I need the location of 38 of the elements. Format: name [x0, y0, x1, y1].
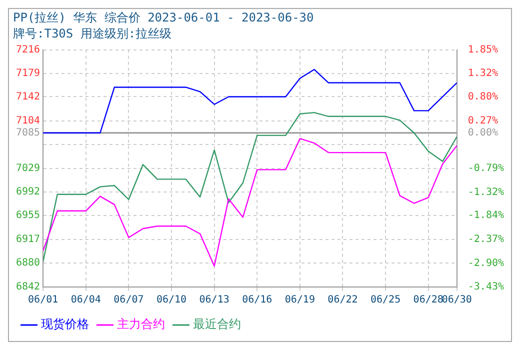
chart-title: PP(拉丝) 华东 综合价 2023-06-01 - 2023-06-30: [13, 10, 314, 24]
y-tick-label: 7142: [16, 91, 40, 102]
y-tick-label: 6880: [16, 257, 40, 268]
y2-tick-label: 0.80%: [468, 92, 498, 103]
y2-tick-label: 0.27%: [468, 115, 498, 126]
x-tick-label: 06/04: [70, 294, 101, 306]
x-tick-label: 06/22: [328, 294, 358, 306]
legend-label: 主力合约: [117, 317, 165, 332]
y-tick-label: 6842: [16, 282, 40, 293]
y2-tick-label: 1.32%: [468, 68, 498, 80]
y2-tick-label: -2.37%: [468, 234, 504, 245]
y2-tick-label: -0.79%: [468, 162, 504, 174]
y-tick-label: 7029: [16, 162, 40, 174]
y-tick-label: 7216: [16, 44, 40, 56]
y2-tick-label: -1.84%: [468, 210, 504, 222]
y-tick-label: 6992: [16, 186, 40, 198]
x-tick-label: 06/25: [370, 294, 401, 306]
x-tick-label: 06/16: [242, 294, 272, 306]
y-tick-label: 7179: [16, 68, 40, 80]
chart-subtitle: 牌号:T30S 用途级别:拉丝级: [13, 26, 172, 41]
y2-tick-label: -2.90%: [468, 258, 504, 269]
y2-tick-label: -3.43%: [468, 282, 504, 293]
legend-label: 最近合约: [193, 317, 241, 332]
x-tick-label: 06/07: [114, 294, 144, 306]
x-tick-label: 06/28: [413, 294, 444, 306]
x-tick-label: 06/30: [442, 294, 472, 306]
x-tick-label: 06/01: [28, 294, 58, 306]
y-tick-label: 7104: [16, 116, 40, 127]
x-tick-label: 06/19: [284, 294, 315, 306]
y-tick-label: 7085: [16, 127, 40, 138]
y2-tick-label: 0.00%: [468, 128, 498, 139]
y2-tick-label: 1.85%: [468, 44, 498, 56]
y-tick-label: 6917: [16, 234, 40, 246]
y2-tick-label: -1.32%: [468, 186, 504, 198]
y-tick-label: 6955: [16, 210, 40, 221]
legend-label: 现货价格: [41, 317, 89, 332]
x-tick-label: 06/13: [199, 294, 230, 306]
x-tick-label: 06/10: [156, 294, 187, 306]
